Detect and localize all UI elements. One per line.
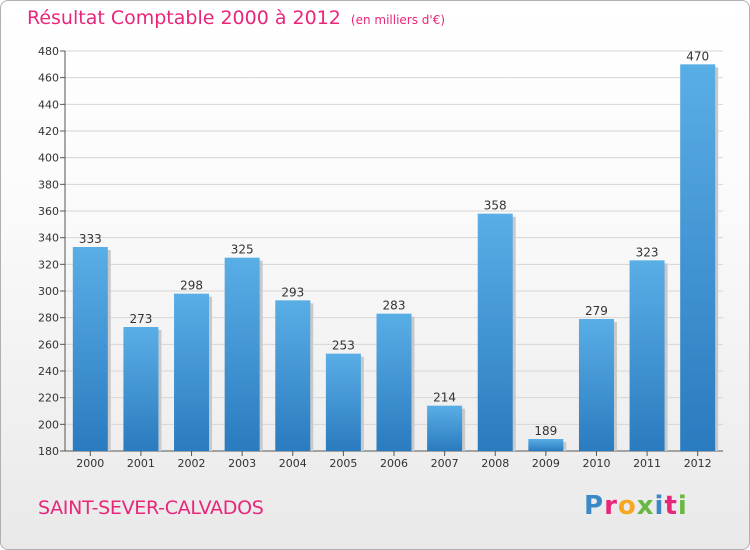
bar — [376, 313, 412, 451]
x-tick-label: 2005 — [329, 457, 357, 470]
data-label: 273 — [129, 312, 152, 326]
logo-letter: t — [664, 491, 678, 521]
x-tick-label: 2002 — [178, 457, 206, 470]
bar — [275, 300, 311, 451]
y-tick-label: 240 — [38, 365, 59, 378]
data-label: 323 — [636, 245, 659, 259]
bar — [680, 64, 716, 452]
proxiti-logo[interactable]: Proxiti — [584, 491, 688, 521]
bar — [477, 213, 513, 451]
data-label: 325 — [231, 243, 254, 257]
x-tick-label: 2001 — [127, 457, 155, 470]
data-label: 283 — [383, 299, 406, 313]
x-tick-label: 2003 — [228, 457, 256, 470]
data-label: 214 — [433, 391, 456, 405]
x-tick-label: 2011 — [633, 457, 661, 470]
bar — [224, 257, 260, 451]
logo-letter: i — [654, 491, 665, 521]
bar — [629, 260, 665, 451]
logo-letter: P — [584, 491, 605, 521]
bar — [578, 319, 614, 451]
y-tick-label: 440 — [38, 98, 59, 111]
x-tick-label: 2008 — [481, 457, 509, 470]
x-tick-label: 2004 — [279, 457, 307, 470]
bar — [427, 405, 463, 451]
chart-subtitle: (en milliers d'€) — [350, 13, 446, 27]
y-tick-label: 180 — [38, 445, 59, 458]
logo-letter: x — [636, 491, 655, 521]
data-label: 279 — [585, 304, 608, 318]
logo-letter: i — [677, 491, 688, 521]
bar — [174, 293, 210, 451]
x-tick-label: 2006 — [380, 457, 408, 470]
data-label: 333 — [79, 232, 102, 246]
data-label: 293 — [281, 285, 304, 299]
chart-title: Résultat Comptable 2000 à 2012 (en millie… — [27, 7, 446, 29]
y-tick-label: 220 — [38, 392, 59, 405]
axes: 180 200 220 240 260 280 300 320 340 360 380 400 420 4… — [38, 45, 723, 470]
y-tick-label: 300 — [38, 285, 59, 298]
data-label: 253 — [332, 339, 355, 353]
x-tick-label: 2012 — [684, 457, 712, 470]
bars — [72, 64, 719, 452]
data-label: 298 — [180, 279, 203, 293]
y-tick-label: 360 — [38, 205, 59, 218]
y-tick-label: 400 — [38, 152, 59, 165]
y-tick-label: 380 — [38, 178, 59, 191]
y-tick-label: 340 — [38, 232, 59, 245]
bar — [123, 327, 159, 451]
logo-letter: r — [604, 491, 618, 521]
x-tick-label: 2010 — [582, 457, 610, 470]
x-tick-label: 2007 — [431, 457, 459, 470]
data-label: 470 — [686, 49, 709, 63]
y-tick-label: 200 — [38, 418, 59, 431]
y-tick-label: 460 — [38, 72, 59, 85]
y-tick-label: 280 — [38, 312, 59, 325]
data-label: 358 — [484, 199, 507, 213]
bar — [528, 439, 564, 451]
value-labels: 333 273 298 325 293 253 283 214 358 189 279 323 470 — [79, 49, 709, 438]
data-label: 189 — [534, 424, 557, 438]
bar — [72, 247, 108, 451]
x-tick-label: 2009 — [532, 457, 560, 470]
y-tick-label: 480 — [38, 45, 59, 58]
logo-letter: o — [617, 491, 637, 521]
y-tick-label: 420 — [38, 125, 59, 138]
y-tick-label: 260 — [38, 338, 59, 351]
city-name: SAINT-SEVER-CALVADOS — [38, 497, 264, 519]
y-tick-label: 320 — [38, 258, 59, 271]
x-tick-label: 2000 — [76, 457, 104, 470]
bar — [325, 353, 361, 451]
